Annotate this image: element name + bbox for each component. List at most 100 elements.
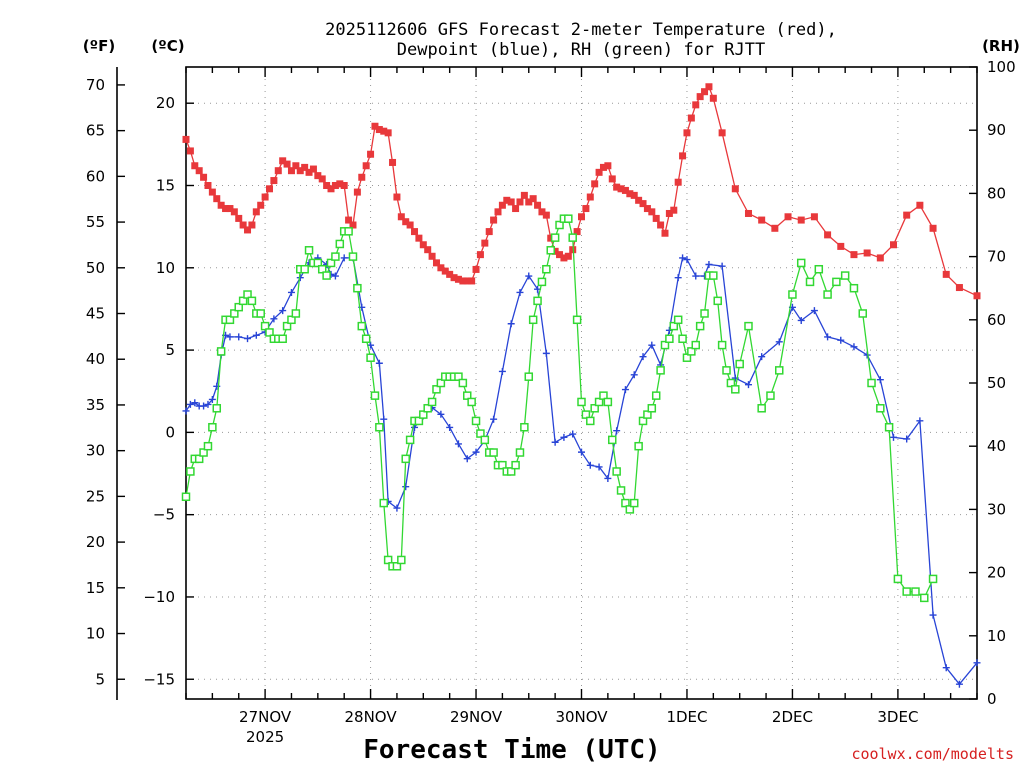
dewpoint-point	[191, 399, 199, 407]
rh-point	[375, 422, 384, 432]
temperature-point	[432, 259, 440, 267]
temperature-point	[309, 165, 317, 173]
temperature-point	[248, 221, 256, 229]
rh-point	[726, 378, 736, 388]
temperature-point	[437, 264, 445, 272]
x-axis-title: Forecast Time (UTC)	[363, 735, 660, 765]
temperature-point	[362, 162, 370, 170]
temperature-point	[441, 267, 449, 275]
celsius-tick-label: −15	[143, 670, 175, 688]
rh-point	[353, 283, 362, 293]
rh-point	[722, 366, 731, 375]
rh-point	[537, 277, 547, 287]
x-tick-label: 28NOV	[345, 708, 398, 726]
rh-point	[673, 315, 683, 325]
temperature-point	[318, 175, 326, 183]
dewpoint-point	[235, 333, 243, 341]
dewpoint-point	[252, 331, 260, 339]
dewpoint-point	[402, 483, 410, 491]
temperature-point	[380, 127, 388, 135]
temperature-point	[652, 214, 660, 222]
rh-point	[278, 334, 287, 344]
rh-point	[638, 416, 648, 426]
temperature-point	[230, 208, 238, 216]
temperature-point	[942, 270, 950, 278]
dewpoint-point	[186, 400, 194, 408]
rh-point	[581, 410, 591, 419]
temperature-point	[358, 173, 366, 181]
temperature-point	[384, 129, 392, 137]
rh-point	[287, 315, 296, 325]
rh-point	[506, 467, 516, 476]
temperature-point	[186, 147, 194, 155]
temperature-point	[731, 185, 739, 193]
temperature-point	[591, 180, 599, 188]
rh-point	[788, 290, 797, 299]
temperature-point	[345, 216, 353, 224]
dewpoint-point	[604, 474, 612, 482]
rh-tick-label: 80	[987, 184, 1006, 202]
x-tick-label: 2DEC	[772, 708, 813, 726]
temperature-point	[837, 242, 845, 250]
rh-tick-label: 0	[987, 690, 997, 708]
rh-point	[256, 309, 265, 318]
temperature-point	[428, 252, 436, 260]
rh-point	[849, 283, 859, 293]
temperature-point	[494, 208, 502, 216]
temperature-point	[257, 201, 265, 209]
dewpoint-point	[942, 664, 950, 672]
rh-point	[462, 391, 472, 400]
rh-point	[757, 404, 766, 413]
temperature-point	[265, 185, 273, 193]
temperature-point	[850, 251, 858, 259]
rh-point	[832, 277, 841, 287]
rh-point	[282, 321, 292, 331]
celsius-tick-label: 5	[165, 341, 175, 359]
rh-point	[291, 309, 301, 318]
temperature-point	[718, 129, 726, 137]
rh-point	[208, 422, 217, 432]
temperature-point	[929, 224, 937, 232]
fahrenheit-tick-label: 35	[86, 396, 105, 414]
temperature-point	[340, 182, 348, 189]
rh-point	[397, 555, 406, 565]
axes	[116, 66, 978, 700]
x-tick-label: 27NOV	[239, 708, 292, 726]
temperature-point	[402, 218, 410, 226]
rh-point	[884, 422, 894, 432]
rh-point	[423, 404, 432, 413]
rh-point	[550, 233, 560, 242]
rh-point	[357, 321, 367, 331]
rh-point	[656, 366, 665, 375]
rh-point	[669, 321, 679, 331]
dewpoint-point	[380, 415, 388, 423]
temperature-point	[617, 185, 625, 193]
dewpoint-point	[744, 381, 752, 389]
rh-point	[731, 385, 740, 394]
chart-title-line-2: Dewpoint (blue), RH (green) for RJTT	[397, 40, 765, 60]
rh-tick-label: 40	[987, 437, 1006, 455]
dewpoint-point	[270, 315, 278, 323]
rh-point	[313, 258, 323, 268]
dewpoint-point	[718, 262, 726, 270]
x-tick-label: 29NOV	[450, 708, 503, 726]
temperature-point	[665, 209, 673, 217]
celsius-tick-label: −10	[143, 588, 175, 606]
fahrenheit-axis-label: (ºF)	[83, 37, 115, 55]
rh-point	[586, 416, 595, 426]
dewpoint-point	[437, 410, 445, 418]
rh-point	[621, 498, 630, 508]
temperature-point	[287, 167, 295, 175]
temperature-point	[595, 168, 603, 176]
fahrenheit-tick-label: 5	[95, 670, 105, 688]
temperature-point	[578, 213, 585, 221]
temperature-point	[556, 251, 564, 259]
rh-point	[805, 277, 815, 287]
rh-point	[326, 258, 336, 268]
rh-point	[243, 290, 252, 299]
temperature-point	[758, 216, 766, 224]
rh-point	[796, 258, 806, 268]
rh-point	[651, 391, 661, 400]
dewpoint-point	[810, 307, 818, 315]
temperature-point	[679, 152, 687, 160]
